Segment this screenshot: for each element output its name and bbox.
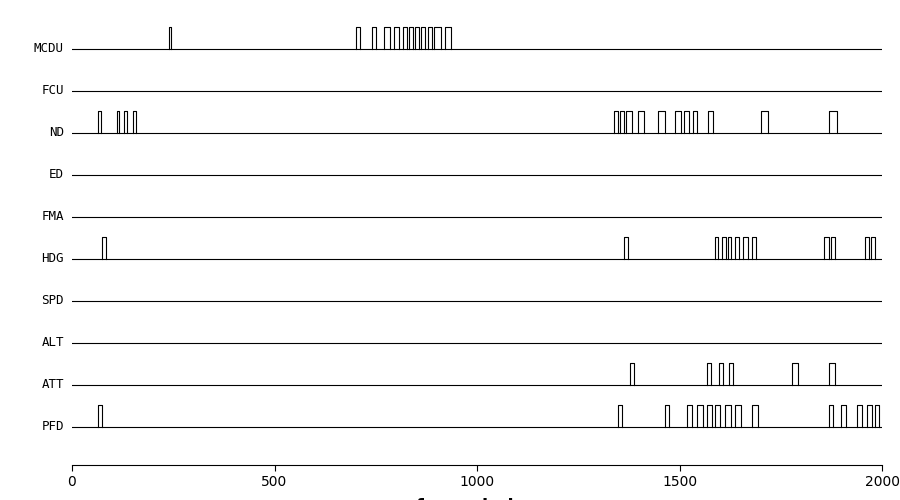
Text: ED: ED [49,168,64,181]
Text: SPD: SPD [41,294,64,307]
Text: FCU: FCU [41,84,64,97]
Text: ALT: ALT [41,336,64,349]
Text: ND: ND [49,126,64,139]
X-axis label: frame index: frame index [416,498,538,500]
Text: FMA: FMA [41,210,64,223]
Text: ATT: ATT [41,378,64,391]
Text: MCDU: MCDU [34,42,64,55]
Text: HDG: HDG [41,252,64,265]
Text: PFD: PFD [41,420,64,433]
